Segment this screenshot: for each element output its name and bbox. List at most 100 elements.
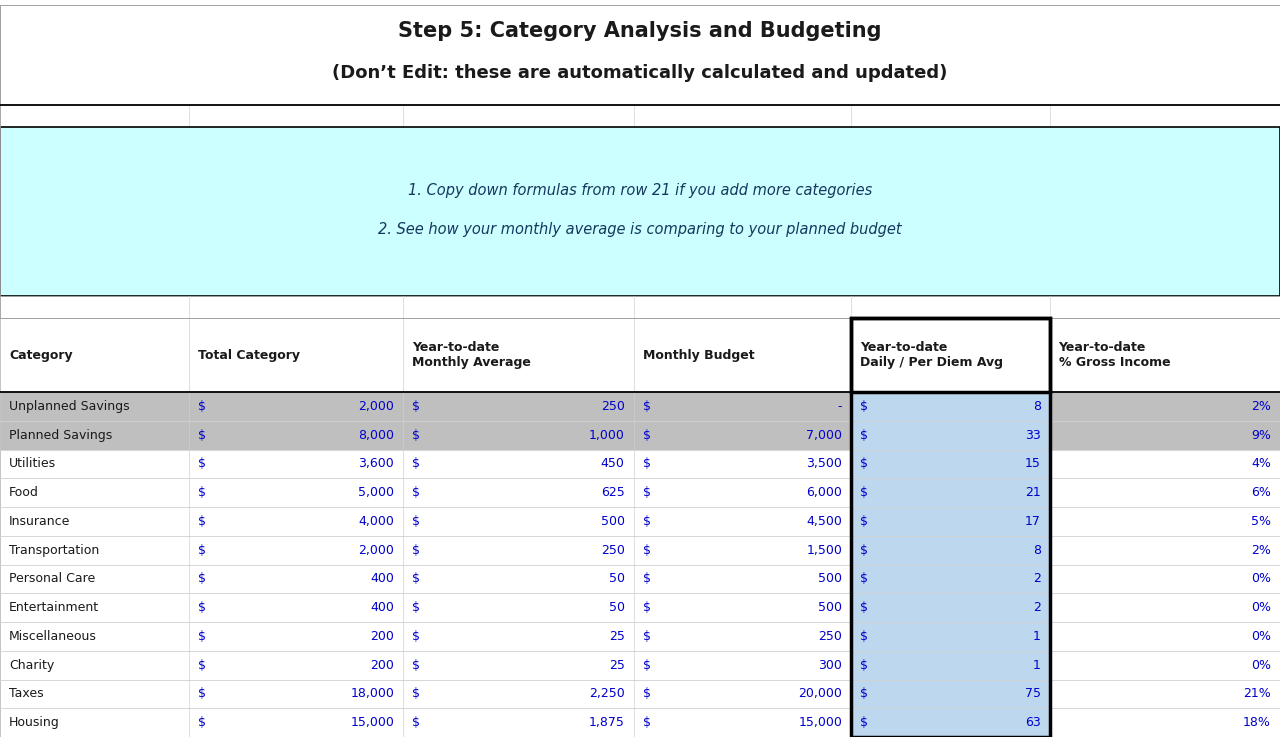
Text: 2%: 2% [1251,544,1271,556]
Text: $: $ [643,630,650,643]
Text: 21%: 21% [1243,688,1271,700]
Bar [0,127,1280,296]
Text: $: $ [198,458,206,470]
Text: 15: 15 [1025,458,1041,470]
Text: Planned Savings: Planned Savings [9,429,113,441]
Text: 1: 1 [1033,630,1041,643]
Text: 500: 500 [818,601,842,614]
Bar [851,507,1050,536]
Text: 2: 2 [1033,573,1041,585]
Text: $: $ [198,429,206,441]
Text: 4,500: 4,500 [806,515,842,528]
Bar [851,392,1050,421]
Text: Personal Care: Personal Care [9,573,95,585]
Text: Year-to-date
Daily / Per Diem Avg: Year-to-date Daily / Per Diem Avg [860,341,1004,369]
Text: 25: 25 [609,659,625,671]
Bar [0,450,1280,478]
Text: 250: 250 [600,400,625,413]
Text: $: $ [198,630,206,643]
Text: Food: Food [9,486,38,499]
Bar [0,5,1280,105]
Bar [0,296,1280,318]
Text: Charity: Charity [9,659,54,671]
Text: 3,500: 3,500 [806,458,842,470]
Text: $: $ [643,429,650,441]
Text: 21: 21 [1025,486,1041,499]
Text: $: $ [860,630,868,643]
Text: 2,250: 2,250 [589,688,625,700]
Text: 2%: 2% [1251,400,1271,413]
Text: $: $ [643,486,650,499]
Text: 2. See how your monthly average is comparing to your planned budget: 2. See how your monthly average is compa… [378,223,902,237]
Text: 300: 300 [818,659,842,671]
Bar [851,565,1050,593]
Text: 33: 33 [1025,429,1041,441]
Text: 5,000: 5,000 [358,486,394,499]
Text: 17: 17 [1025,515,1041,528]
Text: $: $ [412,659,420,671]
Text: $: $ [643,716,650,729]
Text: $: $ [860,716,868,729]
Text: $: $ [643,544,650,556]
Bar [851,622,1050,651]
Bar [851,680,1050,708]
Text: Miscellaneous: Miscellaneous [9,630,97,643]
Text: 15,000: 15,000 [351,716,394,729]
Text: 250: 250 [818,630,842,643]
Text: 250: 250 [600,544,625,556]
Text: 200: 200 [370,659,394,671]
Bar [851,421,1050,450]
Text: 50: 50 [609,573,625,585]
Bar [851,593,1050,622]
Bar [0,565,1280,593]
Text: $: $ [412,515,420,528]
Bar [0,651,1280,680]
Bar [851,318,1050,392]
Text: $: $ [860,400,868,413]
Text: Step 5: Category Analysis and Budgeting: Step 5: Category Analysis and Budgeting [398,21,882,41]
Text: $: $ [643,573,650,585]
Bar [851,450,1050,478]
Text: -: - [837,400,842,413]
Text: $: $ [643,659,650,671]
Text: $: $ [412,716,420,729]
Text: $: $ [412,400,420,413]
Text: $: $ [643,688,650,700]
Text: $: $ [198,716,206,729]
Text: $: $ [860,486,868,499]
Text: $: $ [412,601,420,614]
Bar [851,651,1050,680]
Text: 500: 500 [818,573,842,585]
Text: 0%: 0% [1251,630,1271,643]
Text: 1: 1 [1033,659,1041,671]
Text: Taxes: Taxes [9,688,44,700]
Bar [0,593,1280,622]
Text: 4,000: 4,000 [358,515,394,528]
Bar [0,478,1280,507]
Text: 8: 8 [1033,544,1041,556]
Bar [0,507,1280,536]
Text: 9%: 9% [1251,429,1271,441]
Text: Year-to-date
Monthly Average: Year-to-date Monthly Average [412,341,531,369]
Text: $: $ [860,573,868,585]
Text: Unplanned Savings: Unplanned Savings [9,400,129,413]
Text: 8,000: 8,000 [358,429,394,441]
Text: $: $ [198,400,206,413]
Text: 400: 400 [370,573,394,585]
Bar [851,536,1050,565]
Text: $: $ [643,515,650,528]
Text: Year-to-date
Daily / Per Diem Avg: Year-to-date Daily / Per Diem Avg [860,341,1004,369]
Text: Transportation: Transportation [9,544,100,556]
Text: 15,000: 15,000 [799,716,842,729]
Bar [0,421,1280,450]
Text: Category: Category [9,349,73,362]
Text: 2,000: 2,000 [358,544,394,556]
Text: $: $ [412,486,420,499]
Bar [0,392,1280,421]
Text: 3,600: 3,600 [358,458,394,470]
Text: Monthly Budget: Monthly Budget [643,349,754,362]
Text: Utilities: Utilities [9,458,56,470]
Text: 2,000: 2,000 [358,400,394,413]
Text: 1,000: 1,000 [589,429,625,441]
Text: $: $ [860,601,868,614]
